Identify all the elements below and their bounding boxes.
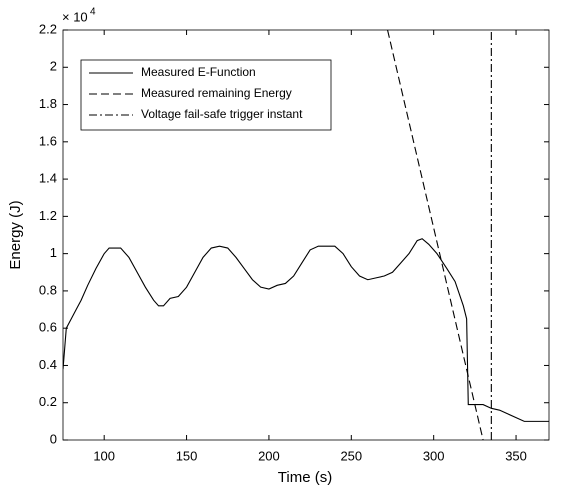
y-tick-label: 0.6: [39, 320, 57, 335]
x-tick-label: 300: [423, 448, 445, 463]
y-tick-label: 2.2: [39, 21, 57, 36]
y-tick-label: 1.2: [39, 208, 57, 223]
legend-label: Measured E-Function: [141, 65, 256, 79]
series-line: [63, 238, 549, 422]
x-tick-label: 150: [176, 448, 198, 463]
y-scale-base: × 10: [62, 9, 88, 24]
y-tick-label: 1.4: [39, 171, 57, 186]
y-tick-label: 1.8: [39, 96, 57, 111]
legend-label: Measured remaining Energy: [141, 86, 292, 100]
series-line: [387, 30, 484, 440]
x-tick-label: 250: [340, 448, 362, 463]
plot-frame: [62, 29, 550, 441]
x-tick-label: 100: [93, 448, 115, 463]
y-tick-label: 2: [50, 59, 57, 74]
x-axis-label: Time (s): [278, 469, 332, 486]
x-tick-label: 200: [258, 448, 280, 463]
legend-label: Voltage fail-safe trigger instant: [141, 107, 303, 121]
y-tick-label: 1.6: [39, 133, 57, 148]
y-tick-label: 0: [50, 431, 57, 446]
y-scale-exponent: 4: [90, 7, 96, 18]
y-tick-label: 1: [50, 245, 57, 260]
legend-box: [80, 59, 332, 131]
x-tick-label: 350: [505, 448, 527, 463]
y-axis-label: Energy (J): [7, 200, 24, 269]
y-tick-label: 0.4: [39, 357, 57, 372]
y-tick-label: 0.2: [39, 394, 57, 409]
y-tick-label: 0.8: [39, 282, 57, 297]
